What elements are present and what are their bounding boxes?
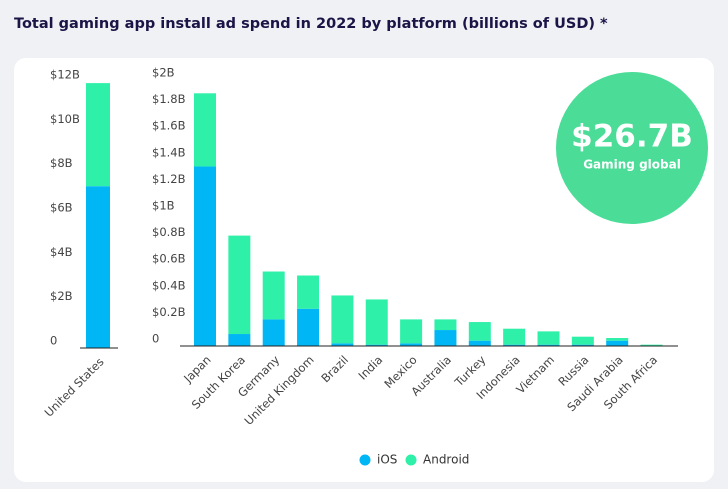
y-tick-label: $0.2B [152,305,186,319]
bar-segment [606,338,629,341]
bar-segment [571,336,594,345]
bar-segment [86,186,110,348]
bar-segment [228,235,251,335]
y-tick-label: 0 [152,332,159,346]
y-tick-label: $10B [50,112,80,126]
highlight-circle [556,72,708,224]
bar-segment [262,271,285,320]
highlight-label: Gaming global [583,158,681,172]
y-tick-label: $12B [50,68,80,82]
y-tick-label: $0.8B [152,225,186,239]
y-tick-label: 0 [50,334,57,348]
bar-segment [262,319,285,346]
y-tick-label: $1.6B [152,119,186,133]
bar-segment [503,344,526,346]
bar-segment [365,299,388,345]
bar-segment [400,343,423,346]
bar-segment [331,295,354,344]
bar-segment [537,344,560,346]
bar-segment [468,322,491,341]
bar-segment [503,328,526,345]
bar-segment [297,275,320,309]
bar-segment [331,343,354,346]
y-tick-label: $2B [152,66,175,80]
legend-swatch [359,454,371,466]
y-tick-label: $1.4B [152,145,186,159]
chart-title: Total gaming app install ad spend in 202… [14,16,608,32]
y-tick-label: $1B [152,199,175,213]
y-tick-label: $6B [50,201,73,215]
y-tick-label: $1.2B [152,172,186,186]
bar-segment [434,319,457,331]
y-tick-label: $1.8B [152,92,186,106]
bar-segment [434,330,457,346]
bar-segment [365,344,388,346]
y-tick-label: $2B [50,289,73,303]
bar-segment [297,308,320,346]
bar-segment [228,334,251,346]
y-tick-label: $0.6B [152,252,186,266]
bar-segment [194,93,216,167]
legend-swatch [405,454,417,466]
y-tick-label: $0.4B [152,278,186,292]
legend-label: Android [423,453,469,467]
bar-segment [468,340,491,346]
y-tick-label: $8B [50,156,73,170]
bar-segment [400,319,423,344]
y-tick-label: $4B [50,245,73,259]
highlight-value: $26.7B [571,119,693,155]
card [14,58,714,482]
bar-segment [606,340,629,346]
bar-segment [194,166,216,346]
bar-segment [571,344,594,346]
bar-segment [537,331,560,345]
bar-segment [640,344,663,346]
legend-label: iOS [377,453,397,467]
bar-segment [86,83,110,187]
